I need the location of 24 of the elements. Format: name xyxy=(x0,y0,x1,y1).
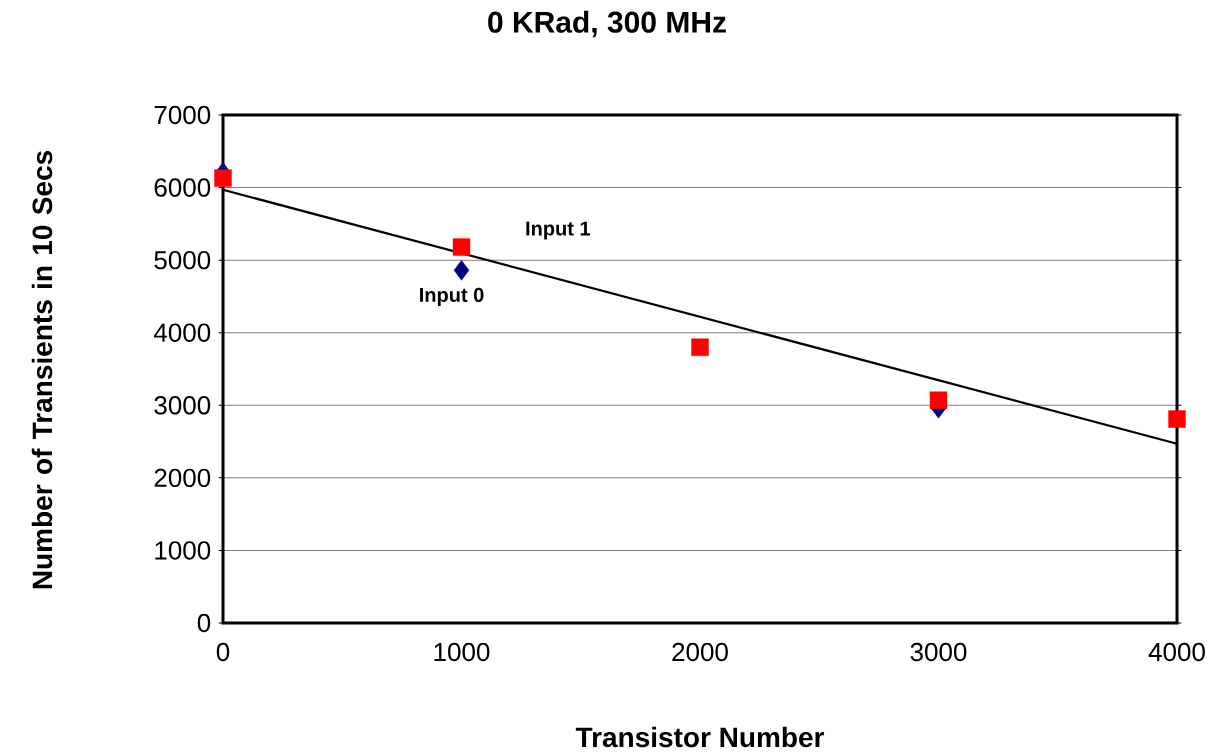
point xyxy=(1168,410,1186,428)
y-tick-label: 0 xyxy=(197,613,211,633)
point xyxy=(453,260,470,281)
y-tick-label: 7000 xyxy=(154,105,211,125)
y-tick-label: 3000 xyxy=(154,396,211,415)
x-tick-label: 1000 xyxy=(434,642,490,662)
y-tick-label: 5000 xyxy=(154,250,211,270)
text: Input 1 xyxy=(526,221,591,240)
x-tick-label: 2000 xyxy=(672,642,728,662)
point xyxy=(929,391,948,409)
point xyxy=(214,169,232,187)
y-tick-label: 2000 xyxy=(154,468,211,488)
point xyxy=(691,338,709,356)
y-tick-label: 6000 xyxy=(154,178,211,197)
x-tick-label: 0 xyxy=(216,642,230,662)
chart-title: 0 KRad, 300 MHz xyxy=(488,10,726,38)
x-tick-label: 4000 xyxy=(1148,642,1205,662)
y-tick-label: 1000 xyxy=(155,541,211,560)
x-axis-title: Transistor Number xyxy=(575,726,825,748)
y-tick-label: 4000 xyxy=(153,323,211,342)
y-axis-title: Number of Transients in 10 Secs xyxy=(31,150,53,589)
series-label: Input 0 xyxy=(420,287,484,306)
x-tick-label: 3000 xyxy=(910,642,967,662)
point xyxy=(452,238,471,256)
